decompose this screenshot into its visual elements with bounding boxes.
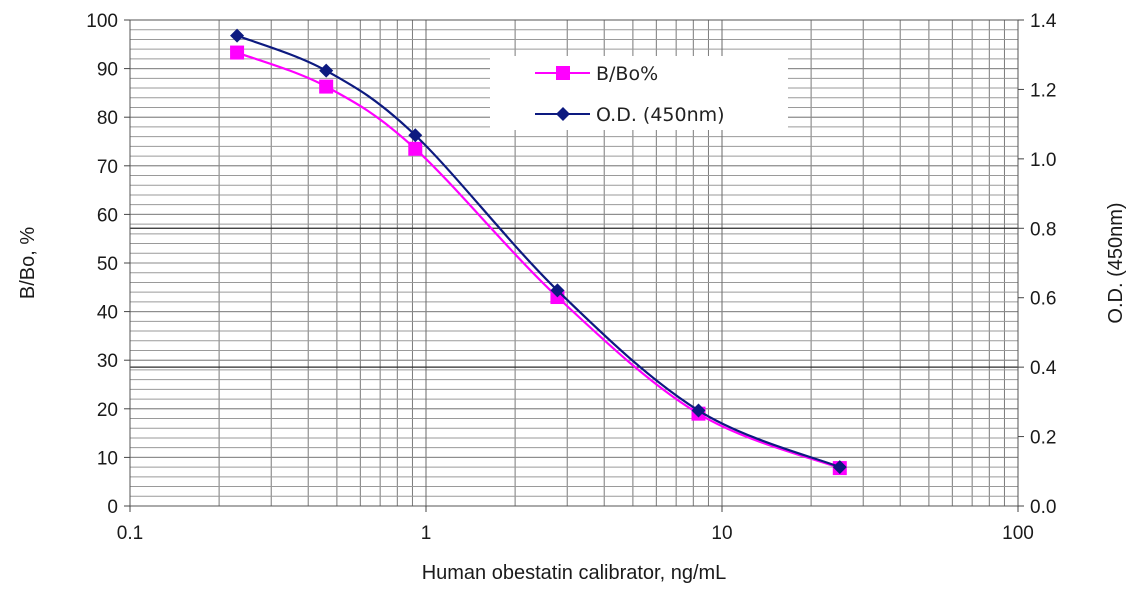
y2-tick-label: 0.4 — [1030, 358, 1057, 379]
y-tick-label: 60 — [97, 205, 118, 226]
y-tick-label: 50 — [97, 254, 118, 275]
y2-tick-label: 0.2 — [1030, 428, 1056, 449]
series-layer — [230, 28, 847, 476]
y2-tick-label: 1.4 — [1030, 11, 1057, 32]
y-tick-label: 80 — [97, 108, 118, 129]
y-tick-label: 20 — [97, 400, 118, 421]
y2-tick-label: 1.2 — [1030, 80, 1056, 101]
y-tick-label: 90 — [97, 60, 118, 81]
legend: B/Bo% O.D. (450nm) — [490, 56, 788, 130]
y-axis-ticks: 0 10 20 30 40 50 60 70 80 90 100 — [86, 11, 130, 518]
x-tick-label: 1 — [421, 523, 432, 544]
y-axis-title: B/Bo, % — [17, 227, 39, 299]
x-axis-title: Human obestatin calibrator, ng/mL — [422, 562, 727, 584]
legend-label-od: O.D. (450nm) — [596, 104, 725, 126]
y2-tick-label: 1.0 — [1030, 150, 1056, 171]
data-point-bbo — [408, 141, 423, 156]
data-point-od — [550, 283, 565, 298]
y-tick-label: 0 — [107, 497, 118, 518]
x-axis-ticks: 0.1 1 10 100 — [117, 506, 1034, 544]
y-tick-label: 40 — [97, 303, 118, 324]
y-tick-label: 100 — [86, 11, 118, 32]
y-tick-label: 10 — [97, 448, 118, 469]
y2-axis-title: O.D. (450nm) — [1105, 202, 1127, 323]
data-point-bbo — [230, 45, 245, 60]
y2-tick-label: 0.0 — [1030, 497, 1056, 518]
data-point-od — [230, 28, 245, 43]
y2-tick-label: 0.6 — [1030, 289, 1056, 310]
legend-marker-diamond — [556, 107, 570, 121]
data-point-bbo — [319, 79, 334, 94]
data-point-od — [691, 403, 706, 418]
legend-label-bbo: B/Bo% — [596, 63, 658, 85]
legend-marker-square — [556, 66, 570, 80]
x-tick-label: 10 — [711, 523, 732, 544]
data-point-od — [408, 128, 423, 143]
data-point-od — [319, 63, 334, 78]
x-tick-label: 100 — [1002, 523, 1034, 544]
data-point-od — [832, 460, 847, 475]
y2-axis-ticks: 0.0 0.2 0.4 0.6 0.8 1.0 1.2 1.4 — [1018, 11, 1057, 518]
legend-box — [490, 56, 788, 130]
y-tick-label: 30 — [97, 351, 118, 372]
y2-tick-label: 0.8 — [1030, 219, 1056, 240]
x-tick-label: 0.1 — [117, 523, 143, 544]
y-tick-label: 70 — [97, 157, 118, 178]
